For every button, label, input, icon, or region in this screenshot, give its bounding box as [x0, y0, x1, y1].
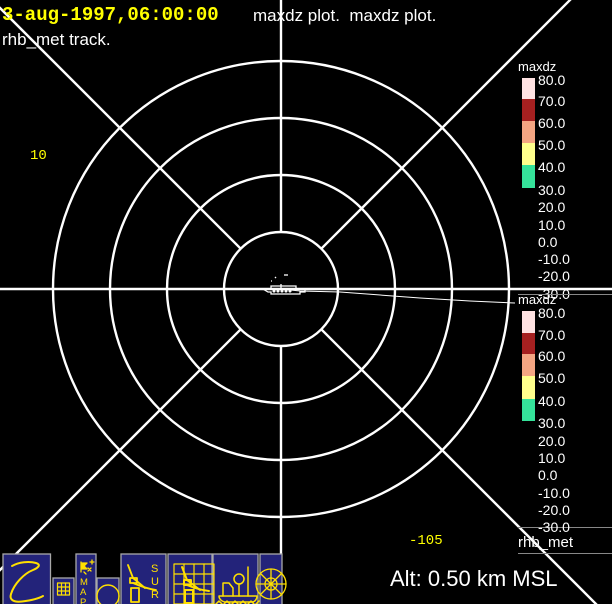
svg-text:S: S [151, 563, 158, 575]
svg-text:R: R [151, 589, 159, 601]
svg-text:P: P [80, 597, 86, 604]
svg-text:U: U [151, 576, 159, 588]
